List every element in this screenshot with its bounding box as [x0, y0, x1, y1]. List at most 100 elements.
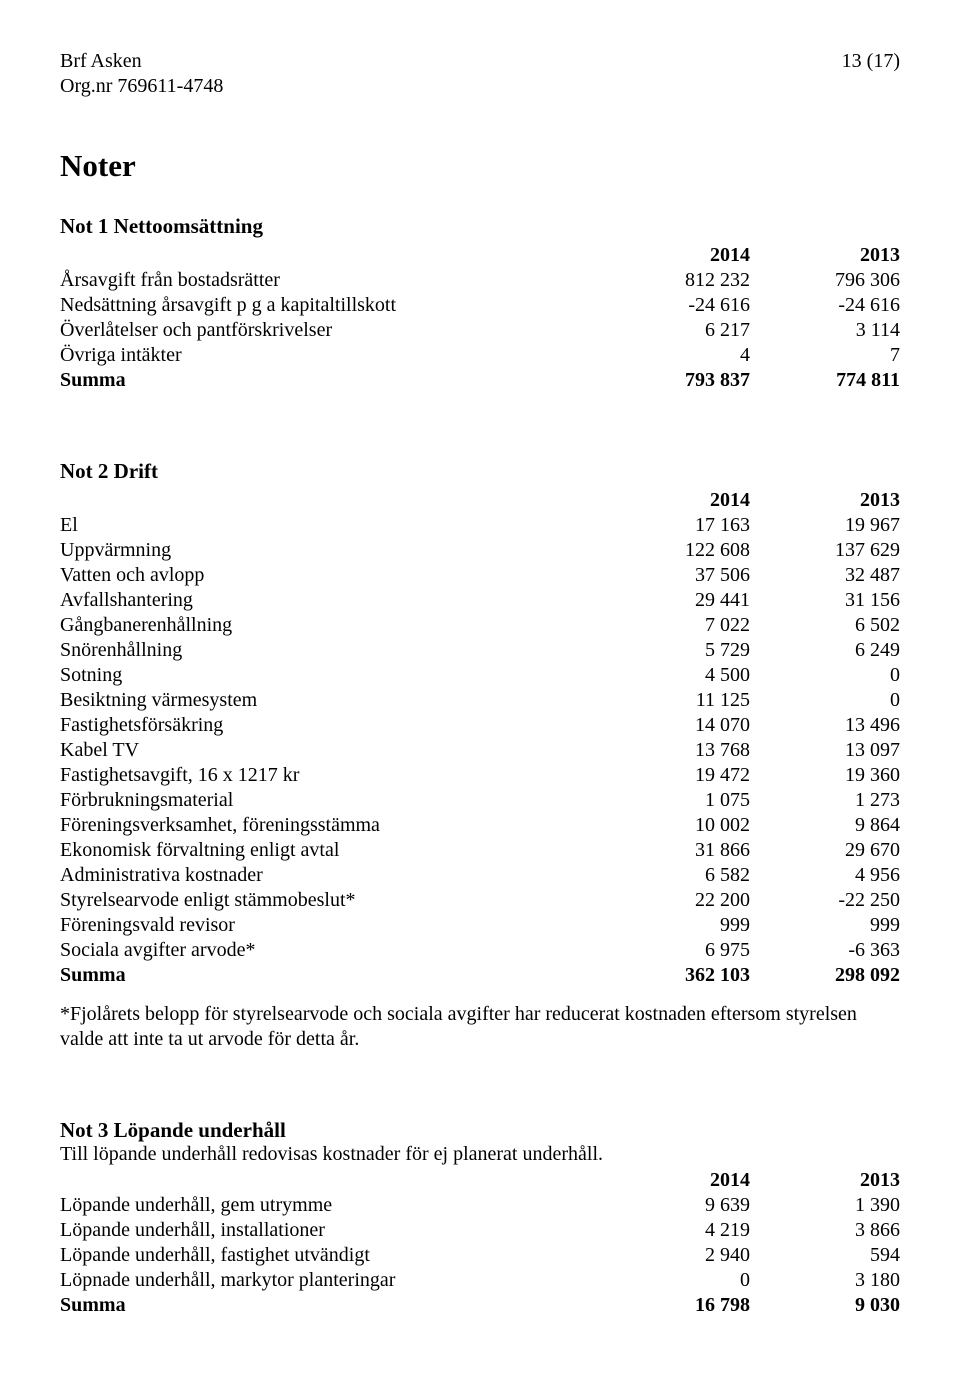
summa-row: Summa 16 798 9 030: [60, 1293, 900, 1318]
row-c2: 1 390: [780, 1193, 900, 1218]
row-c1: 1 075: [630, 788, 780, 813]
row-c1: 11 125: [630, 688, 780, 713]
row-label: Överlåtelser och pantförskrivelser: [60, 318, 630, 343]
row-c2: 6 502: [780, 613, 900, 638]
table-row: Sociala avgifter arvode*6 975-6 363: [60, 938, 900, 963]
header-col2: 2013: [780, 243, 900, 268]
page-header: Brf Asken 13 (17): [60, 50, 900, 73]
note2-table: 2014 2013 El17 16319 967Uppvärmning122 6…: [60, 488, 900, 988]
note2-footnote: *Fjolårets belopp för styrelsearvode och…: [60, 1002, 900, 1052]
row-c1: 14 070: [630, 713, 780, 738]
row-c1: 5 729: [630, 638, 780, 663]
row-c2: 4 956: [780, 863, 900, 888]
table-row: Administrativa kostnader6 5824 956: [60, 863, 900, 888]
row-c2: 29 670: [780, 838, 900, 863]
row-label: Löpande underhåll, fastighet utvändigt: [60, 1243, 630, 1268]
row-c2: 137 629: [780, 538, 900, 563]
row-label: Löpande underhåll, gem utrymme: [60, 1193, 630, 1218]
row-c1: 6 582: [630, 863, 780, 888]
row-label: Årsavgift från bostadsrätter: [60, 268, 630, 293]
summa-label: Summa: [60, 368, 630, 393]
row-c1: 4 219: [630, 1218, 780, 1243]
table-row: Sotning4 5000: [60, 663, 900, 688]
company-name: Brf Asken: [60, 50, 142, 73]
table-row: Löpande underhåll, fastighet utvändigt2 …: [60, 1243, 900, 1268]
table-row: Nedsättning årsavgift p g a kapitaltills…: [60, 293, 900, 318]
table-row: Snörenhållning5 7296 249: [60, 638, 900, 663]
table-row: Gångbanerenhållning7 0226 502: [60, 613, 900, 638]
table-row: El17 16319 967: [60, 513, 900, 538]
summa-c2: 298 092: [780, 963, 900, 988]
row-c1: 812 232: [630, 268, 780, 293]
row-c2: -22 250: [780, 888, 900, 913]
row-c1: 22 200: [630, 888, 780, 913]
row-c1: 13 768: [630, 738, 780, 763]
header-col2: 2013: [780, 488, 900, 513]
table-row: Besiktning värmesystem11 1250: [60, 688, 900, 713]
row-label: Föreningsvald revisor: [60, 913, 630, 938]
header-empty: [60, 1168, 630, 1193]
row-label: Snörenhållning: [60, 638, 630, 663]
row-c2: 7: [780, 343, 900, 368]
row-c2: 3 180: [780, 1268, 900, 1293]
row-c2: 19 360: [780, 763, 900, 788]
table-row: Kabel TV13 76813 097: [60, 738, 900, 763]
row-label: Administrativa kostnader: [60, 863, 630, 888]
noter-title: Noter: [60, 148, 900, 184]
row-c2: 31 156: [780, 588, 900, 613]
table-row: Löpnade underhåll, markytor planteringar…: [60, 1268, 900, 1293]
table-row: Föreningsverksamhet, föreningsstämma10 0…: [60, 813, 900, 838]
header-empty: [60, 243, 630, 268]
row-c1: 999: [630, 913, 780, 938]
row-label: Kabel TV: [60, 738, 630, 763]
row-c1: 0: [630, 1268, 780, 1293]
table-row: Vatten och avlopp37 50632 487: [60, 563, 900, 588]
row-c2: 9 864: [780, 813, 900, 838]
table-row: Uppvärmning122 608137 629: [60, 538, 900, 563]
note3-table: 2014 2013 Löpande underhåll, gem utrymme…: [60, 1168, 900, 1318]
table-row: Ekonomisk förvaltning enligt avtal31 866…: [60, 838, 900, 863]
row-c1: 2 940: [630, 1243, 780, 1268]
note3-heading: Not 3 Löpande underhåll: [60, 1118, 900, 1143]
row-label: Nedsättning årsavgift p g a kapitaltills…: [60, 293, 630, 318]
row-label: Sotning: [60, 663, 630, 688]
row-label: Löpande underhåll, installationer: [60, 1218, 630, 1243]
row-c1: 6 217: [630, 318, 780, 343]
row-c1: 122 608: [630, 538, 780, 563]
row-c2: 0: [780, 688, 900, 713]
row-c1: 17 163: [630, 513, 780, 538]
table-row: Övriga intäkter47: [60, 343, 900, 368]
row-label: Ekonomisk förvaltning enligt avtal: [60, 838, 630, 863]
row-c2: 13 097: [780, 738, 900, 763]
row-c1: 31 866: [630, 838, 780, 863]
table-header-row: 2014 2013: [60, 1168, 900, 1193]
row-c2: -24 616: [780, 293, 900, 318]
org-number: Org.nr 769611-4748: [60, 75, 900, 98]
note2-heading: Not 2 Drift: [60, 459, 900, 484]
table-row: Löpande underhåll, gem utrymme9 6391 390: [60, 1193, 900, 1218]
row-c1: 9 639: [630, 1193, 780, 1218]
summa-row: Summa 793 837 774 811: [60, 368, 900, 393]
row-c1: 37 506: [630, 563, 780, 588]
row-label: Förbrukningsmaterial: [60, 788, 630, 813]
summa-c2: 774 811: [780, 368, 900, 393]
table-row: Överlåtelser och pantförskrivelser6 2173…: [60, 318, 900, 343]
row-c2: 796 306: [780, 268, 900, 293]
row-c2: 0: [780, 663, 900, 688]
table-header-row: 2014 2013: [60, 243, 900, 268]
row-label: Sociala avgifter arvode*: [60, 938, 630, 963]
row-label: Styrelsearvode enligt stämmobeslut*: [60, 888, 630, 913]
summa-c2: 9 030: [780, 1293, 900, 1318]
table-row: Avfallshantering29 44131 156: [60, 588, 900, 613]
row-c2: 3 866: [780, 1218, 900, 1243]
row-label: El: [60, 513, 630, 538]
row-c2: 19 967: [780, 513, 900, 538]
row-c1: 7 022: [630, 613, 780, 638]
header-empty: [60, 488, 630, 513]
summa-label: Summa: [60, 963, 630, 988]
note1-table: 2014 2013 Årsavgift från bostadsrätter81…: [60, 243, 900, 393]
row-c1: 19 472: [630, 763, 780, 788]
table-row: Styrelsearvode enligt stämmobeslut*22 20…: [60, 888, 900, 913]
header-col1: 2014: [630, 243, 780, 268]
note3-subtext: Till löpande underhåll redovisas kostnad…: [60, 1143, 900, 1166]
